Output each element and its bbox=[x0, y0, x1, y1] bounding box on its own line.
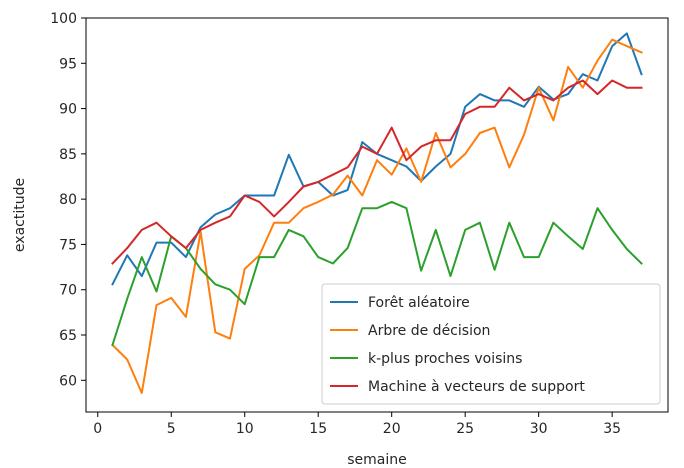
y-tick-label: 75 bbox=[59, 237, 77, 253]
series-line-2 bbox=[111, 38, 643, 394]
series-line-3 bbox=[111, 200, 643, 347]
x-tick-label: 5 bbox=[167, 421, 176, 437]
legend-box bbox=[321, 283, 661, 405]
y-tick-label: 85 bbox=[59, 147, 77, 163]
legend: Forêt aléatoire Arbre de décision k-plus p… bbox=[321, 283, 661, 405]
x-tick-label: 30 bbox=[530, 421, 548, 437]
y-tick-label: 100 bbox=[50, 11, 77, 27]
axes-frame bbox=[85, 17, 669, 413]
y-tick-label: 95 bbox=[59, 56, 77, 72]
x-tick-label: 10 bbox=[236, 421, 254, 437]
series-line-4 bbox=[111, 79, 643, 265]
x-tick-label: 20 bbox=[383, 421, 401, 437]
y-tick-label: 65 bbox=[59, 328, 77, 344]
x-tick-label: 25 bbox=[456, 421, 474, 437]
x-tick-label: 15 bbox=[309, 421, 327, 437]
legend-label: Arbre de décision bbox=[368, 323, 490, 339]
x-tick-label: 0 bbox=[93, 421, 102, 437]
y-axis: 60 65 70 75 80 85 90 95 100 bbox=[50, 11, 86, 389]
legend-label: Forêt aléatoire bbox=[368, 295, 470, 311]
x-tick-label: 35 bbox=[603, 421, 621, 437]
y-tick-label: 90 bbox=[59, 102, 77, 118]
x-axis: 0 5 10 15 20 25 30 35 bbox=[93, 412, 621, 437]
legend-label: k-plus proches voisins bbox=[368, 351, 522, 367]
y-tick-label: 60 bbox=[59, 373, 77, 389]
legend-label: Machine à vecteurs de support bbox=[368, 379, 585, 395]
y-axis-label: exactitude bbox=[12, 178, 28, 252]
y-tick-label: 70 bbox=[59, 283, 77, 299]
x-axis-label: semaine bbox=[347, 452, 407, 468]
y-tick-label: 80 bbox=[59, 192, 77, 208]
plot-area bbox=[111, 32, 643, 394]
